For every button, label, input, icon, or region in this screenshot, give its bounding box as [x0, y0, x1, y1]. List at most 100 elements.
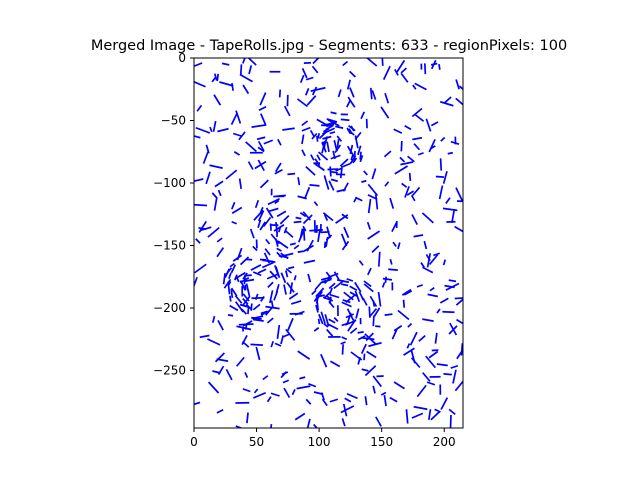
line-segment [342, 299, 351, 304]
line-segment [216, 73, 219, 82]
line-segment [287, 317, 294, 331]
line-segment [381, 282, 386, 288]
line-segment [416, 284, 423, 288]
line-segment [389, 396, 398, 403]
line-segment [247, 58, 257, 66]
line-segment [364, 333, 377, 345]
line-segment [217, 319, 224, 331]
line-segment [438, 63, 441, 70]
line-segment [324, 314, 330, 327]
line-segment [399, 156, 406, 163]
line-segment [259, 92, 267, 106]
line-segment [428, 254, 439, 266]
line-segment [307, 273, 312, 283]
line-segment [283, 284, 287, 295]
line-segment [194, 263, 207, 274]
line-segment [242, 84, 250, 95]
line-segment [257, 140, 265, 152]
line-segment [305, 76, 314, 81]
line-segment [373, 307, 381, 317]
line-segment [315, 304, 319, 313]
line-segment [233, 274, 238, 281]
line-segment [230, 113, 238, 126]
line-segment [403, 290, 413, 296]
line-segment [301, 149, 306, 157]
line-segment [194, 62, 203, 68]
line-segment [236, 325, 252, 331]
line-segment [213, 94, 222, 106]
line-segment [389, 259, 393, 265]
y-tick-label: −200 [153, 301, 186, 315]
line-segment [455, 298, 463, 306]
line-segment [275, 266, 281, 279]
line-segment [442, 310, 455, 314]
line-segment [280, 272, 287, 284]
line-segment [354, 281, 362, 293]
line-segment [416, 384, 427, 398]
line-segment [418, 334, 426, 342]
line-segment [358, 291, 365, 301]
line-segment [341, 322, 350, 327]
line-segment [400, 140, 403, 152]
line-segment [227, 314, 234, 317]
chart-title: Merged Image - TapeRolls.jpg - Segments:… [91, 38, 567, 54]
line-segment [328, 180, 335, 191]
line-segment [297, 195, 307, 200]
line-segment [301, 120, 309, 127]
line-segment [439, 158, 443, 171]
line-segment [454, 297, 463, 300]
line-segment [285, 328, 296, 341]
line-segment [257, 159, 265, 172]
line-segment [324, 121, 337, 126]
line-segment [444, 96, 452, 104]
line-segment [449, 322, 458, 336]
line-segment [250, 264, 262, 271]
line-segment [355, 196, 363, 202]
line-segment [323, 214, 329, 221]
line-segment [346, 127, 352, 135]
line-segment [241, 334, 248, 346]
line-segment [229, 295, 232, 302]
x-tick-label: 0 [190, 435, 198, 449]
line-segment [315, 287, 325, 298]
line-segment [316, 154, 321, 161]
line-segment [330, 154, 341, 160]
line-segment [296, 385, 311, 390]
line-segment [253, 388, 259, 394]
line-segment [238, 178, 243, 190]
line-segment [364, 365, 377, 377]
line-segment [346, 145, 355, 158]
line-segment [252, 271, 262, 277]
line-segment [360, 343, 367, 354]
line-segment [230, 264, 237, 274]
line-segment [363, 353, 366, 361]
line-segment [302, 228, 306, 241]
line-segment [270, 424, 273, 428]
line-segment [352, 157, 358, 164]
line-segment [329, 293, 340, 299]
y-tick-label: −150 [153, 239, 186, 253]
line-segment [304, 186, 311, 199]
line-segment [231, 82, 234, 91]
line-segment [397, 309, 410, 321]
line-segment [359, 155, 364, 163]
line-segment [194, 135, 201, 139]
line-segment [241, 308, 248, 315]
line-segment [209, 164, 223, 169]
line-segment [293, 220, 302, 224]
line-segment [384, 313, 393, 316]
line-segment [333, 140, 338, 150]
line-segment [291, 389, 296, 396]
line-segment [207, 338, 221, 346]
line-segment [276, 210, 287, 218]
line-segment [423, 240, 428, 250]
line-segment [260, 310, 270, 316]
line-segment [349, 285, 358, 291]
line-segment [380, 106, 390, 119]
line-segment [229, 262, 235, 268]
line-segment [194, 80, 206, 88]
line-segment [363, 283, 374, 293]
line-segment [235, 276, 240, 283]
line-segment [384, 92, 390, 104]
line-segment [456, 350, 463, 360]
